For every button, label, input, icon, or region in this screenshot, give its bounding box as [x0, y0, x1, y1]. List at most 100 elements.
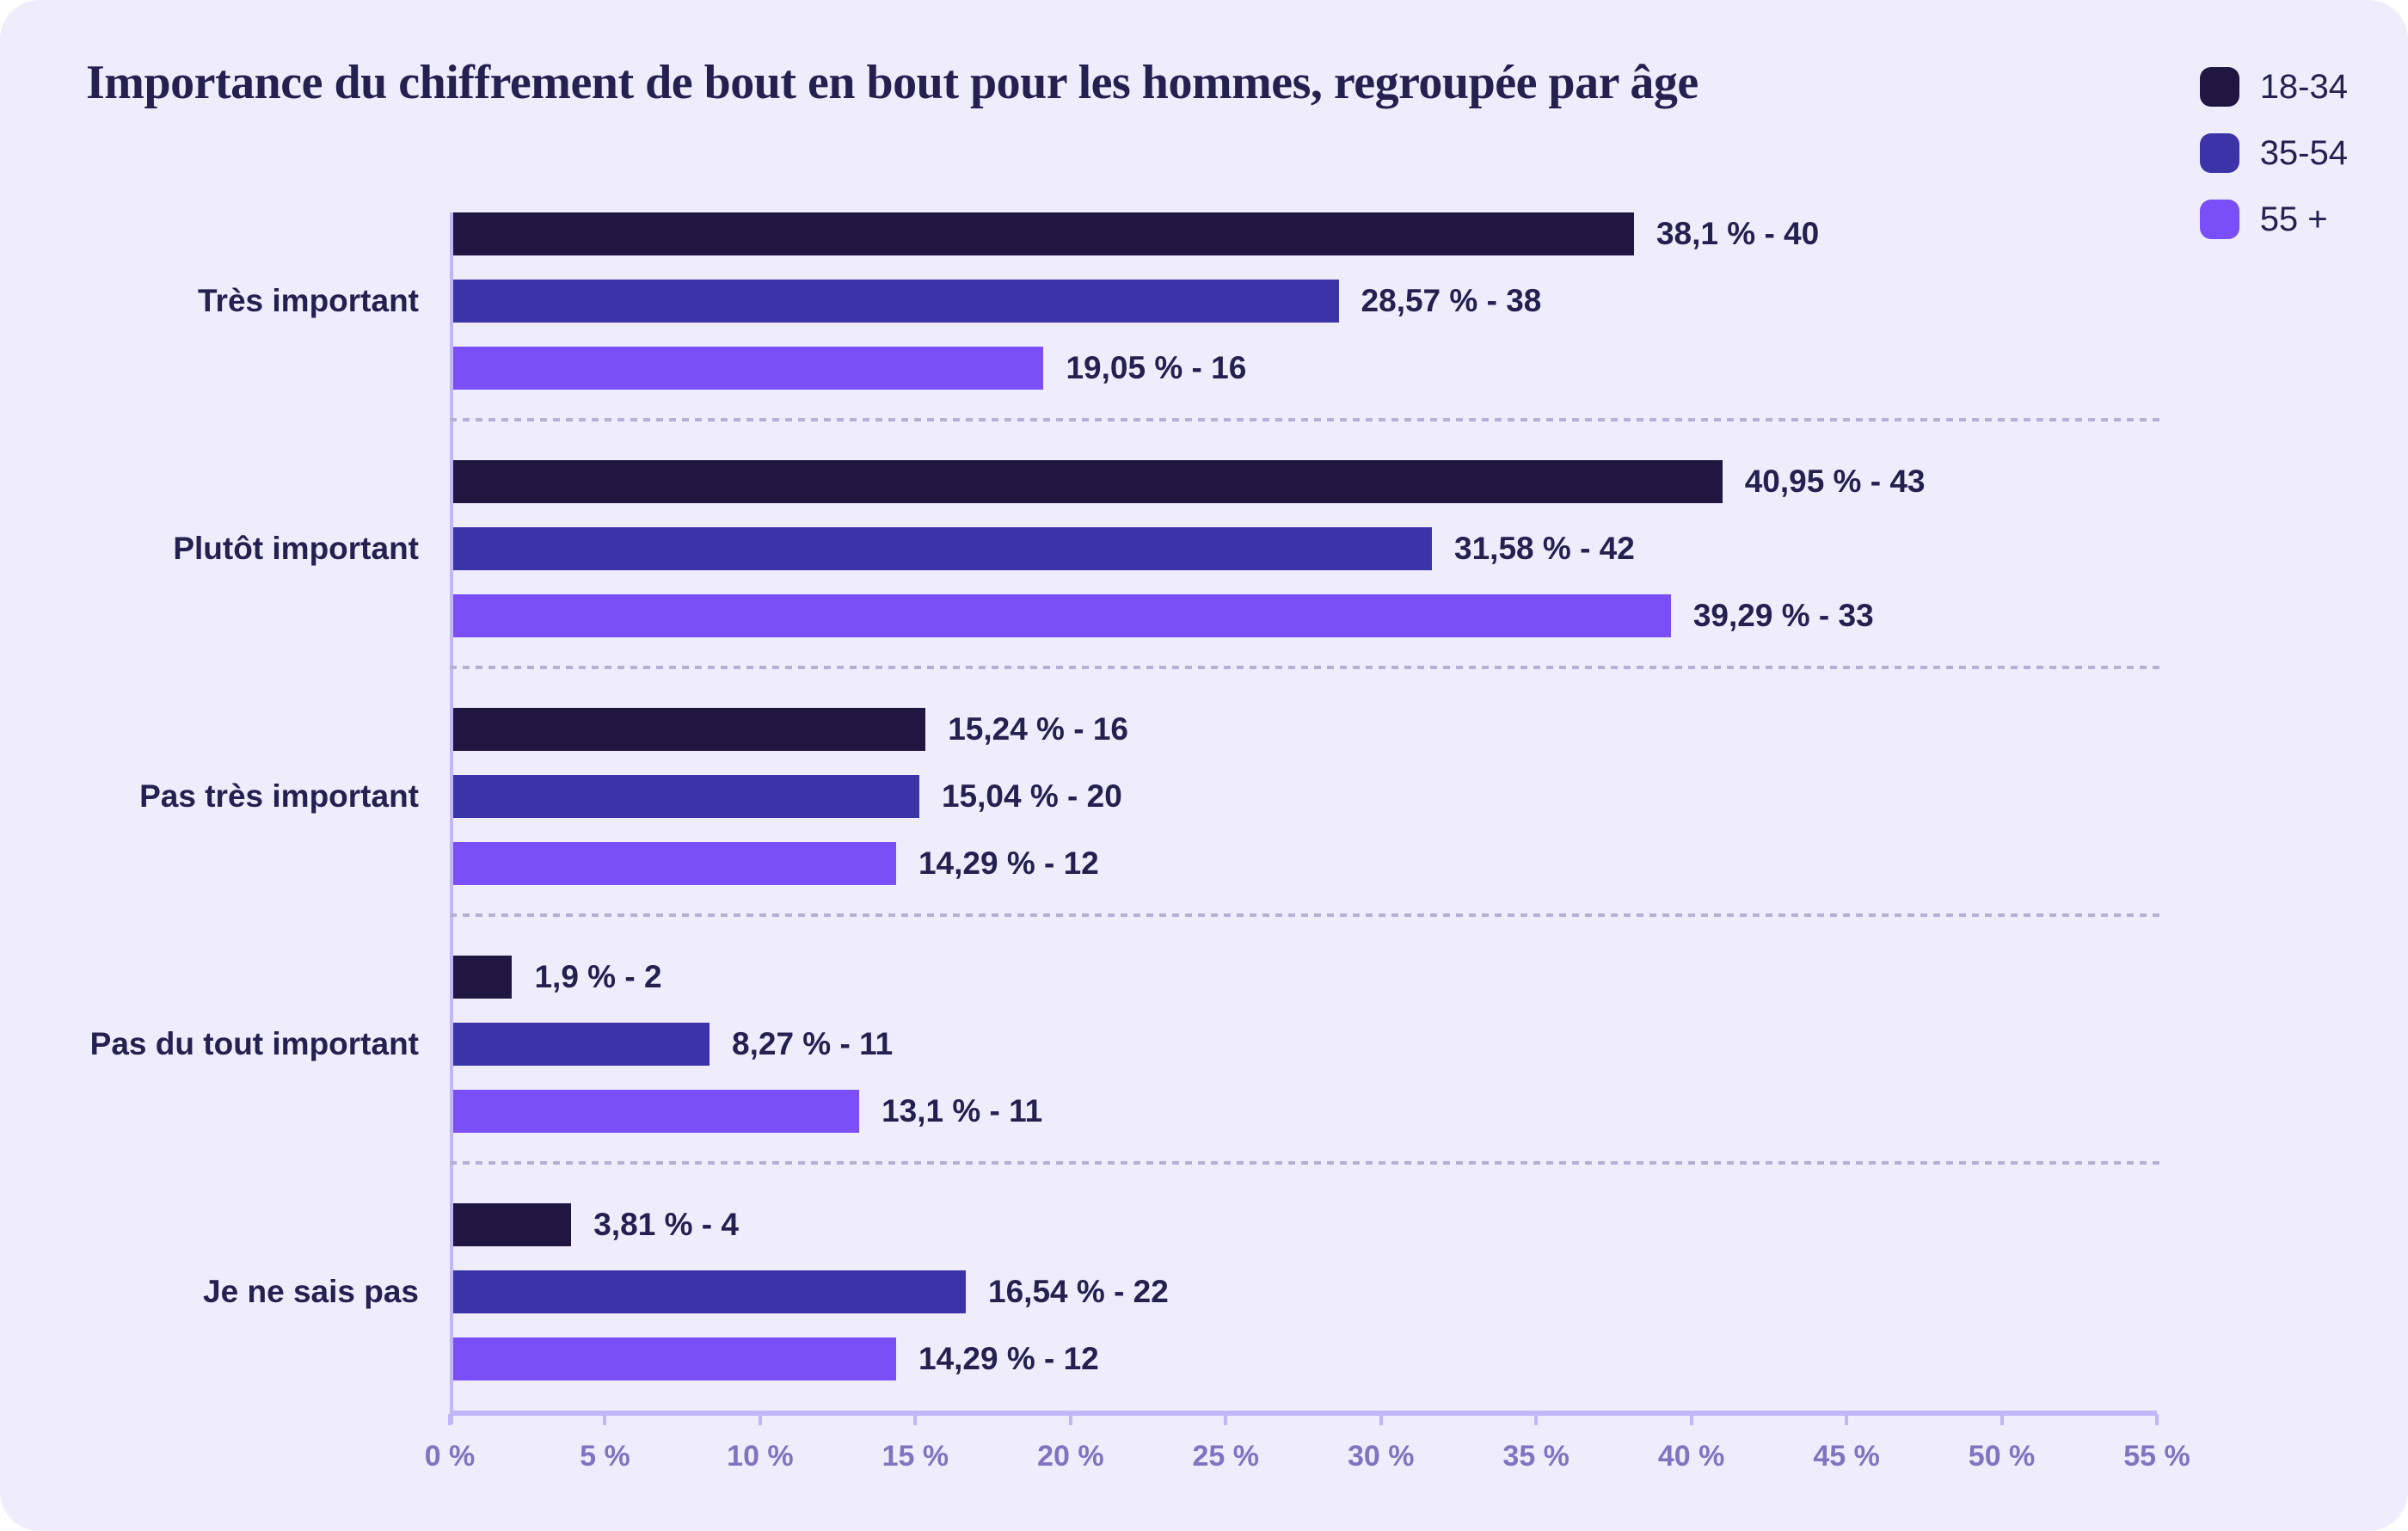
category-label: Je ne sais pas [203, 1274, 419, 1309]
x-axis-tick-label: 55 % [2123, 1440, 2190, 1473]
legend-item: 55 + [2199, 200, 2348, 239]
bar-value-label: 28,57 % - 38 [1361, 283, 1542, 318]
x-axis-tick [1845, 1414, 1849, 1425]
bar-18-34 [453, 212, 1634, 255]
legend-item: 35-54 [2199, 133, 2348, 173]
chart-title: Importance du chiffrement de bout en bou… [86, 56, 1698, 109]
group-separator [450, 1133, 2160, 1203]
group-separator [450, 637, 2160, 708]
x-axis-tick [1534, 1414, 1539, 1425]
legend-item: 18-34 [2199, 67, 2348, 107]
bar-55 [453, 1337, 896, 1380]
x-axis-tick-label: 40 % [1657, 1440, 1725, 1473]
bar-row: 13,1 % - 11 [453, 1090, 2158, 1133]
bar-55 [453, 1090, 860, 1133]
x-axis: 0 % 5 % 10 % 15 % 20 % 25 % 30 % 35 % 40 % 45 % 50… [425, 1411, 2190, 1497]
bar-value-label: 38,1 % - 40 [1656, 216, 1820, 251]
x-axis-tick-label: 30 % [1347, 1440, 1415, 1473]
bar-value-label: 15,04 % - 20 [941, 778, 1122, 814]
bar-row: 31,58 % - 42 [453, 527, 2158, 570]
bar-row: 14,29 % - 12 [453, 1337, 2158, 1380]
bar-18-34 [453, 460, 1723, 503]
bar-row: 39,29 % - 33 [453, 594, 2158, 637]
x-axis-tick [758, 1414, 762, 1425]
bar-group: Plutôt important 40,95 % - 43 31,58 % - 42… [173, 460, 2158, 637]
category-label: Très important [198, 283, 419, 318]
bar-row: 28,57 % - 38 [453, 280, 2158, 323]
bar-value-label: 31,58 % - 42 [1454, 531, 1635, 566]
x-axis-tick [1379, 1414, 1383, 1425]
bar-row: 3,81 % - 4 [453, 1203, 2158, 1246]
x-axis-tick [2155, 1414, 2159, 1425]
x-axis-tick [913, 1414, 918, 1425]
bar-row: 14,29 % - 12 [453, 842, 2158, 885]
bar-group: Pas du tout important 1,9 % - 2 8,27 % - 1… [90, 956, 2158, 1133]
bar-35-54 [453, 280, 1339, 323]
group-separator-line [450, 418, 2160, 421]
bar-35-54 [453, 527, 1433, 570]
x-axis-tick [1224, 1414, 1228, 1425]
bar-row: 15,04 % - 20 [453, 775, 2158, 818]
bar-55 [453, 842, 896, 885]
bar-18-34 [453, 708, 926, 751]
bar-value-label: 40,95 % - 43 [1744, 464, 1926, 499]
bar-value-label: 14,29 % - 12 [918, 845, 1099, 881]
category-label: Plutôt important [173, 531, 419, 566]
group-separator-line [450, 913, 2160, 917]
x-axis-tick-label: 35 % [1502, 1440, 1570, 1473]
bar-row: 16,54 % - 22 [453, 1270, 2158, 1313]
category-label: Pas du tout important [89, 1026, 419, 1061]
group-separator [450, 390, 2160, 460]
bar-row: 38,1 % - 40 [453, 212, 2158, 255]
bar-group: Pas très important 15,24 % - 16 15,04 % - … [139, 708, 2158, 885]
bar-value-label: 8,27 % - 11 [732, 1026, 894, 1061]
legend-label: 18-34 [2259, 67, 2348, 106]
bar-55 [453, 347, 1044, 390]
bar-row: 15,24 % - 16 [453, 708, 2158, 751]
x-axis-line [450, 1411, 2157, 1416]
bar-row: 19,05 % - 16 [453, 347, 2158, 390]
bar-group: Je ne sais pas 3,81 % - 4 16,54 % - 22 14,2… [203, 1203, 2158, 1380]
bar-55 [453, 594, 1671, 637]
x-axis-tick-label: 50 % [1968, 1440, 2036, 1473]
bar-groups: Très important 38,1 % - 40 28,57 % - 38 19,… [90, 212, 2160, 1380]
x-axis-tick-label: 25 % [1192, 1440, 1260, 1473]
bar-value-label: 39,29 % - 33 [1692, 598, 1874, 633]
group-separator [450, 885, 2160, 956]
x-axis-tick [603, 1414, 607, 1425]
category-label: Pas très important [139, 778, 419, 814]
bar-value-label: 3,81 % - 4 [593, 1207, 739, 1242]
bar-row: 8,27 % - 11 [453, 1023, 2158, 1066]
legend-swatch-icon [2199, 133, 2239, 173]
legend: 18-34 35-54 55 + [2199, 67, 2348, 239]
bar-value-label: 16,54 % - 22 [988, 1274, 1169, 1309]
bar-18-34 [453, 956, 513, 999]
y-axis-line [450, 212, 453, 1424]
bar-row: 1,9 % - 2 [453, 956, 2158, 999]
bar-18-34 [453, 1203, 572, 1246]
bar-value-label: 15,24 % - 16 [948, 711, 1128, 747]
bar-group: Très important 38,1 % - 40 28,57 % - 38 19,… [198, 212, 2158, 390]
group-separator-line [450, 1161, 2160, 1165]
bar-value-label: 19,05 % - 16 [1066, 350, 1247, 385]
legend-label: 55 + [2259, 200, 2328, 238]
x-axis-tick-label: 0 % [424, 1440, 476, 1473]
x-axis-tick-label: 45 % [1813, 1440, 1880, 1473]
bar-value-label: 13,1 % - 11 [882, 1093, 1043, 1128]
bar-value-label: 1,9 % - 2 [534, 959, 662, 994]
bar-35-54 [453, 1023, 710, 1066]
bar-value-label: 14,29 % - 12 [918, 1341, 1099, 1376]
bar-35-54 [453, 775, 919, 818]
bar-35-54 [453, 1270, 967, 1313]
x-axis-tick [1068, 1414, 1072, 1425]
bar-row: 40,95 % - 43 [453, 460, 2158, 503]
x-axis-tick [1689, 1414, 1693, 1425]
group-separator-line [450, 666, 2160, 669]
x-axis-tick-label: 15 % [882, 1440, 949, 1473]
legend-swatch-icon [2199, 67, 2239, 107]
x-axis-tick-label: 10 % [727, 1440, 794, 1473]
x-axis-tick [448, 1414, 452, 1425]
legend-label: 35-54 [2259, 133, 2348, 172]
x-axis-tick-label: 20 % [1037, 1440, 1104, 1473]
